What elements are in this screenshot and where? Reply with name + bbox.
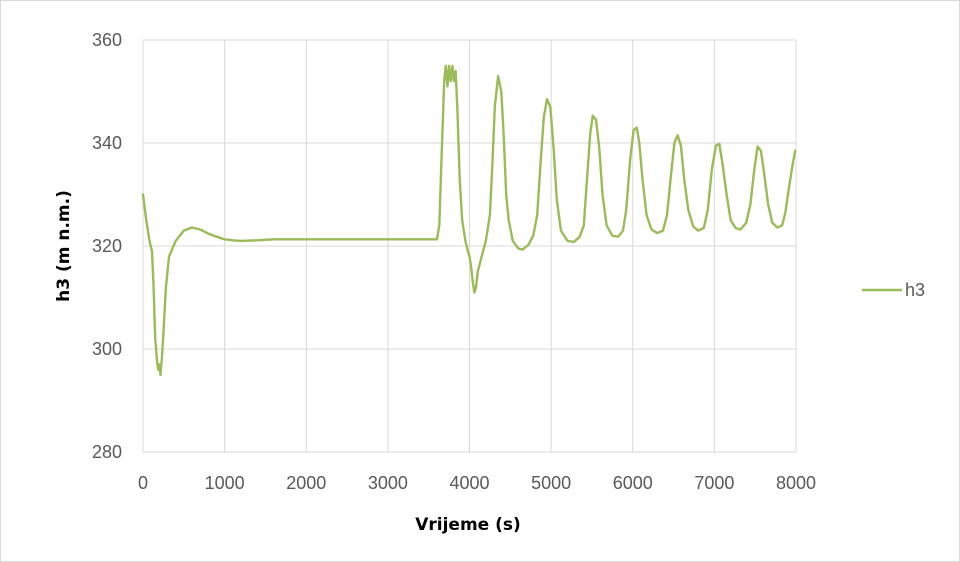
series-line-h3 [141, 64, 797, 376]
x-tick-label: 5000 [531, 473, 571, 493]
tick-labels: 0 1000 2000 3000 4000 5000 6000 7000 8000 280 300 3… [92, 30, 816, 493]
y-tick-label: 280 [92, 442, 122, 462]
gridlines [142, 39, 797, 453]
x-tick-label: 6000 [613, 473, 653, 493]
series-layer [141, 64, 797, 376]
x-axis-title: Vrijeme (s) [415, 515, 521, 535]
x-tick-label: 3000 [368, 473, 408, 493]
x-tick-label: 0 [138, 473, 148, 493]
legend-label-h3: h3 [905, 280, 925, 300]
y-tick-label: 340 [92, 133, 122, 153]
y-axis-title: h3 (m n.m.) [54, 190, 74, 302]
y-tick-label: 320 [92, 236, 122, 256]
x-tick-label: 8000 [776, 473, 816, 493]
y-tick-label: 360 [92, 30, 122, 50]
x-tick-label: 2000 [286, 473, 326, 493]
legend: h3 [862, 280, 925, 300]
x-tick-label: 4000 [449, 473, 489, 493]
y-tick-label: 300 [92, 339, 122, 359]
x-tick-label: 7000 [694, 473, 734, 493]
x-tick-label: 1000 [205, 473, 245, 493]
